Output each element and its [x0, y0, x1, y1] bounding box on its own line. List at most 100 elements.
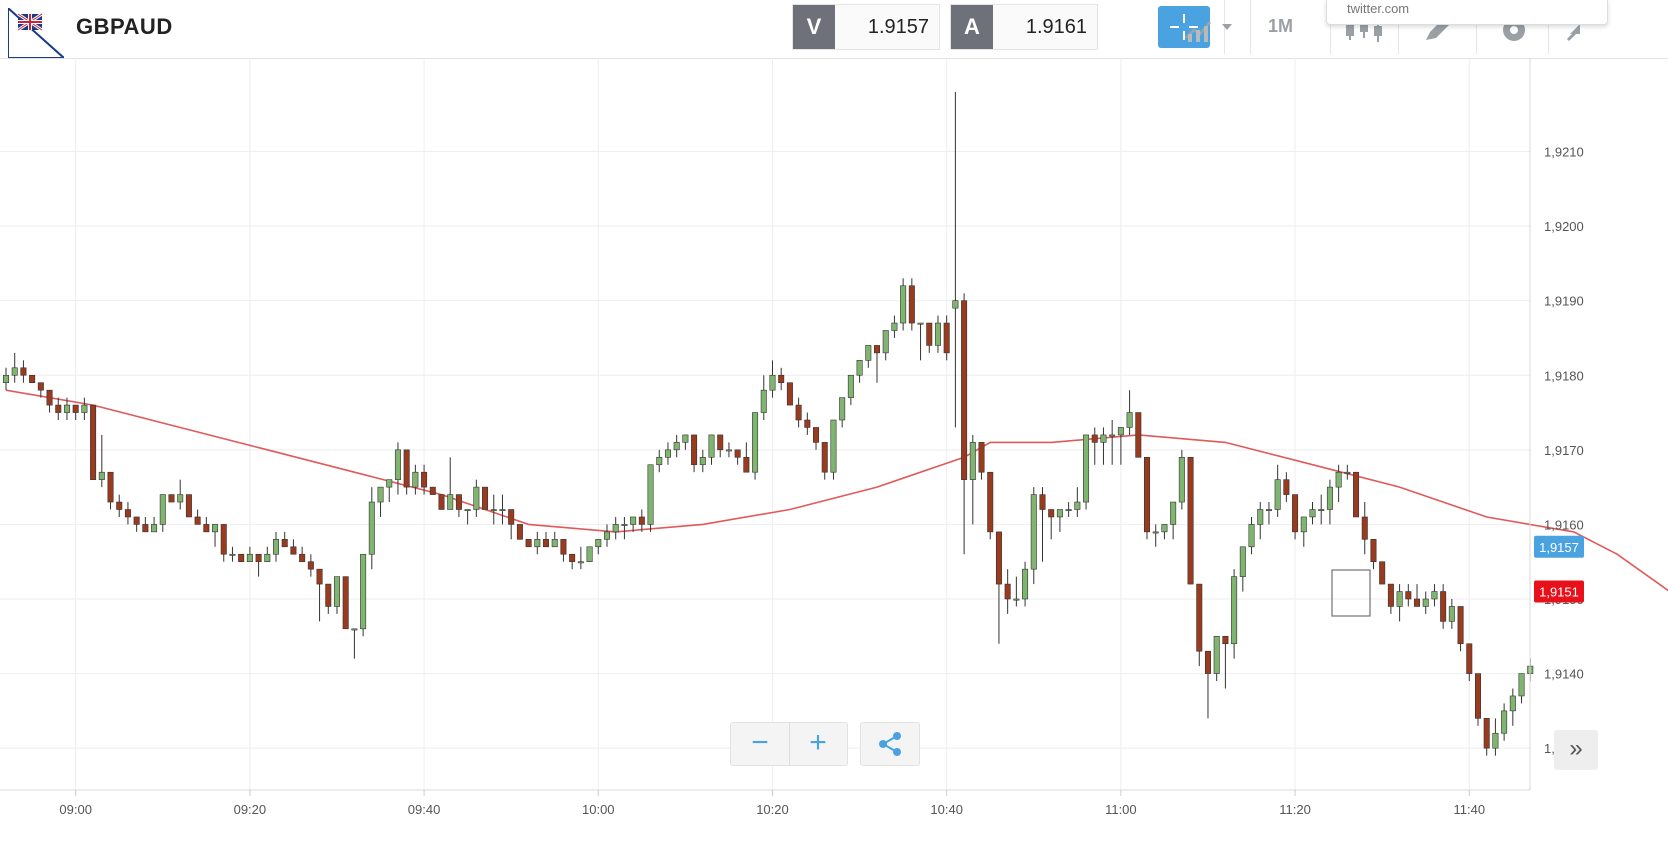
buy-quote-button[interactable]: A 1.9161	[950, 4, 1098, 50]
bullish-candle-body	[351, 628, 358, 631]
crosshair-icon	[1170, 14, 1198, 40]
bearish-candle-body	[717, 434, 724, 451]
line-chart-icon	[1185, 21, 1232, 42]
bullish-candle-body	[1161, 524, 1168, 533]
time-axis: 09:00 09:20 09:40 10:00 10:20 10:40 11:00 11:20…	[0, 789, 1530, 817]
candle	[1396, 584, 1403, 622]
bearish-candle-body	[525, 539, 532, 548]
bullish-candle-body	[708, 434, 715, 458]
bullish-candle-body	[769, 374, 776, 391]
bearish-candle-body	[1387, 583, 1394, 607]
bearish-candle-body	[168, 494, 175, 503]
bullish-candle-body	[1170, 501, 1177, 525]
candle	[159, 494, 166, 532]
candle	[386, 479, 393, 503]
candle	[1239, 546, 1246, 592]
candle	[124, 502, 131, 525]
candle	[1126, 390, 1133, 435]
candle	[185, 494, 192, 518]
candle	[612, 516, 619, 540]
bullish-candle-body	[1396, 591, 1403, 607]
y-tick-label: 1,9200	[1544, 219, 1584, 234]
bullish-candle-body	[386, 479, 393, 488]
bearish-candle-body	[20, 367, 27, 376]
bullish-candle-body	[1274, 479, 1281, 510]
candle	[1353, 471, 1360, 518]
x-tick-label: 10:40	[930, 802, 963, 817]
candle	[873, 345, 880, 383]
bullish-candle-body	[1152, 531, 1159, 534]
zoom-out-button[interactable]: −	[751, 726, 769, 759]
candle	[795, 397, 802, 428]
bearish-candle-body	[734, 449, 741, 458]
bullish-candle-body	[952, 300, 959, 309]
candle	[961, 293, 968, 555]
candle	[638, 509, 645, 532]
buy-label: A	[951, 5, 993, 49]
candle	[760, 375, 767, 420]
bearish-candle-body	[786, 382, 793, 406]
bullish-candle-body	[2, 374, 10, 384]
bullish-candle-body	[360, 553, 367, 630]
candle	[246, 546, 253, 563]
bearish-candle-body	[1440, 591, 1447, 622]
bullish-candle-body	[151, 524, 158, 533]
bearish-candle-body	[1091, 434, 1098, 443]
bearish-candle-body	[1196, 583, 1203, 652]
scroll-to-latest-button[interactable]: »	[1554, 730, 1598, 770]
x-tick-label: 11:40	[1453, 802, 1485, 817]
bullish-candle-body	[1318, 509, 1325, 512]
candle	[1300, 516, 1307, 547]
timeframe-dropdown[interactable]: 1M	[1262, 10, 1326, 44]
bullish-candle-body	[752, 412, 759, 473]
bearish-candle-body	[133, 516, 140, 525]
bullish-candle-body	[839, 397, 846, 421]
chart-type-dropdown[interactable]	[1184, 10, 1244, 44]
candle	[1344, 464, 1351, 480]
candle	[1379, 561, 1386, 585]
candle	[577, 546, 584, 570]
price-chart[interactable]: 1,91301,91401,91501,91601,91701,91801,91…	[0, 58, 1668, 846]
share-icon[interactable]	[875, 731, 905, 757]
candle	[621, 516, 628, 540]
bearish-candle-body	[1222, 635, 1229, 645]
bearish-candle-body	[873, 345, 880, 354]
candle	[952, 91, 959, 428]
candle	[1501, 703, 1508, 741]
candle	[1100, 427, 1107, 465]
bearish-candle-body	[429, 486, 436, 495]
sell-quote-button[interactable]: V 1.9157	[792, 4, 940, 50]
candle	[1474, 673, 1481, 726]
bearish-candle-body	[821, 442, 828, 473]
bullish-candle-body	[159, 494, 166, 525]
bullish-candle-body	[499, 509, 506, 512]
bullish-candle-body	[464, 509, 471, 512]
zoom-in-button[interactable]: +	[809, 726, 827, 759]
bearish-candle-body	[194, 516, 201, 525]
y-tick-label: 1,9140	[1544, 667, 1584, 682]
candle	[830, 419, 837, 480]
y-tick-label: 1,9170	[1544, 443, 1584, 458]
bearish-candle-body	[908, 285, 915, 324]
crosshair-button[interactable]	[1158, 6, 1210, 48]
bullish-candle-body	[969, 442, 976, 480]
candle	[482, 486, 489, 510]
candle	[333, 576, 340, 614]
bearish-candle-body	[543, 539, 550, 548]
candle	[11, 352, 18, 383]
candle	[490, 494, 497, 525]
bullish-candle-body	[664, 449, 671, 458]
candle	[995, 531, 1002, 644]
bearish-candle-body	[185, 494, 192, 518]
bullish-candle-body	[1213, 635, 1220, 674]
candle	[1048, 509, 1055, 540]
candle	[342, 576, 349, 630]
bearish-candle-body	[438, 494, 445, 510]
bullish-candle-body	[847, 374, 854, 398]
bullish-candle-body	[1030, 494, 1037, 570]
toolbar-divider	[1398, 0, 1399, 54]
bullish-candle-body	[621, 524, 628, 526]
candle	[969, 434, 976, 525]
bullish-candle-body	[1126, 412, 1133, 428]
candle	[734, 449, 741, 465]
